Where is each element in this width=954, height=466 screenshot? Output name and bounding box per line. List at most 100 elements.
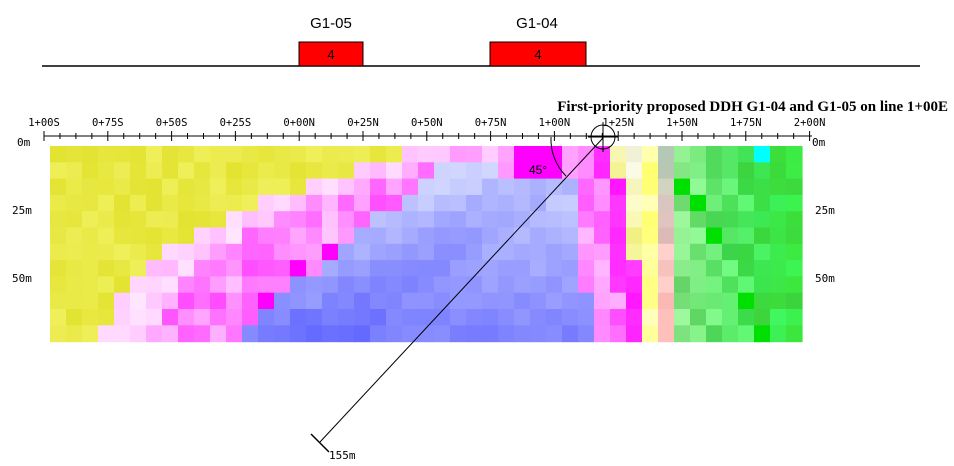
grid-cell (162, 162, 179, 180)
grid-cell (658, 162, 675, 180)
grid-cell (370, 227, 387, 245)
grid-cell (674, 178, 691, 196)
grid-cell (98, 194, 115, 212)
grid-cell (402, 292, 419, 310)
grid-cell (738, 178, 755, 196)
grid-cell (290, 276, 307, 294)
grid-cell (226, 309, 243, 326)
grid-cell (434, 211, 451, 229)
grid-cell (290, 292, 307, 310)
grid-cell (754, 227, 771, 245)
grid-cell (466, 309, 483, 326)
grid-cell (258, 211, 275, 229)
grid-cell (738, 162, 755, 180)
grid-cell (482, 227, 499, 245)
grid-cell (658, 211, 675, 229)
grid-cell (130, 194, 147, 212)
grid-cell (402, 194, 419, 212)
grid-cell (418, 309, 435, 326)
grid-cell (258, 292, 275, 310)
grid-cell (514, 243, 531, 261)
grid-cell (306, 227, 323, 245)
grid-cell (338, 178, 355, 196)
grid-cell (242, 162, 259, 180)
grid-cell (370, 243, 387, 261)
grid-cell (610, 243, 627, 261)
grid-cell (642, 260, 659, 277)
grid-cell (162, 325, 179, 343)
grid-cell (242, 211, 259, 229)
grid-cell (82, 243, 99, 261)
grid-cell (658, 325, 675, 343)
grid-cell (690, 178, 707, 196)
grid-cell (210, 162, 227, 180)
grid-cell (194, 162, 211, 180)
grid-cell (674, 325, 691, 343)
grid-cell (146, 146, 163, 163)
grid-cell (674, 227, 691, 245)
grid-cell (786, 211, 803, 229)
grid-cell (370, 309, 387, 326)
grid-cell (674, 260, 691, 277)
grid-cell (50, 325, 67, 343)
grid-cell (434, 260, 451, 277)
grid-cell (562, 292, 579, 310)
grid-cell (434, 227, 451, 245)
grid-cell (674, 243, 691, 261)
grid-cell (274, 309, 291, 326)
grid-cell (66, 276, 83, 294)
grid-cell (114, 309, 131, 326)
grid-cell (786, 243, 803, 261)
grid-cell (418, 276, 435, 294)
station-label: 1+00N (539, 117, 571, 129)
grid-cell (770, 325, 787, 343)
drillhole-end-cap (310, 433, 330, 453)
grid-cell (706, 211, 723, 229)
grid-cell (130, 178, 147, 196)
grid-cell (386, 243, 403, 261)
grid-cell (178, 276, 195, 294)
grid-cell (338, 211, 355, 229)
grid-cell (610, 146, 627, 163)
grid-cell (194, 211, 211, 229)
grid-cell (498, 227, 515, 245)
grid-cell (82, 309, 99, 326)
grid-cell (306, 178, 323, 196)
grid-cell (354, 211, 371, 229)
grid-cell (130, 325, 147, 343)
station-label: 0+75N (475, 117, 507, 129)
grid-cell (306, 243, 323, 261)
grid-cell (578, 276, 595, 294)
grid-cell (594, 227, 611, 245)
drillhole-length-label: 155m (329, 449, 356, 462)
grid-cell (722, 227, 739, 245)
grid-cell (274, 260, 291, 277)
grid-cell (770, 276, 787, 294)
grid-cell (66, 227, 83, 245)
hole-box-value-g1-04: 4 (534, 47, 541, 62)
grid-cell (626, 260, 643, 277)
grid-cell (578, 243, 595, 261)
grid-cell (706, 276, 723, 294)
grid-cell (674, 309, 691, 326)
grid-cell (322, 194, 339, 212)
grid-cell (82, 211, 99, 229)
grid-cell (642, 276, 659, 294)
chargeability-grid (50, 146, 803, 343)
grid-cell (242, 260, 259, 277)
grid-cell (178, 178, 195, 196)
grid-cell (322, 325, 339, 343)
grid-cell (450, 162, 467, 180)
grid-cell (82, 162, 99, 180)
grid-cell (706, 325, 723, 343)
grid-cell (690, 292, 707, 310)
grid-cell (658, 260, 675, 277)
grid-cell (578, 325, 595, 343)
grid-cell (450, 243, 467, 261)
grid-cell (738, 309, 755, 326)
hole-box-g1-04 (489, 41, 587, 67)
grid-cell (226, 243, 243, 261)
depth-right-25m: 25m (815, 204, 835, 217)
grid-cell (754, 260, 771, 277)
grid-cell (594, 194, 611, 212)
